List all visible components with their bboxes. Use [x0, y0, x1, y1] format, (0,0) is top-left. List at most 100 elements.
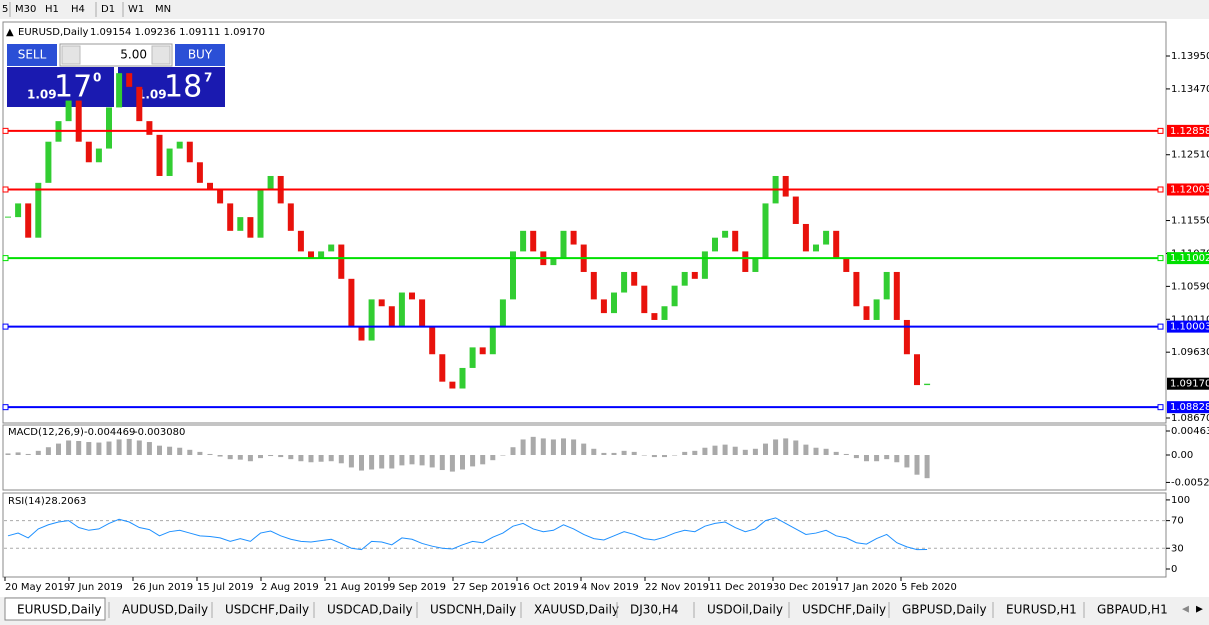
timeframe-button[interactable]: H1 [45, 4, 59, 15]
macd-bar [348, 454, 354, 468]
sell-price-big: 17 [54, 70, 92, 105]
tab[interactable]: USDCNH,Daily [430, 603, 516, 617]
timeframe-button[interactable]: W1 [128, 4, 144, 15]
buy-label[interactable]: BUY [188, 48, 213, 62]
candle [227, 203, 234, 231]
x-tick-label: 15 Jul 2019 [197, 582, 254, 593]
macd-bar [268, 454, 274, 457]
candle [267, 175, 274, 190]
sell-price-box[interactable] [7, 67, 114, 107]
sell-button[interactable] [7, 44, 57, 66]
macd-last: -0.004469 [84, 427, 135, 438]
tab[interactable]: XAUUSD,Daily [534, 603, 619, 617]
macd-bar [298, 454, 304, 462]
candle [752, 258, 759, 272]
tab-scroll-left[interactable]: ◀ [1182, 605, 1189, 615]
macd-bar [500, 454, 506, 456]
candle [570, 230, 577, 245]
macd-bar [773, 439, 779, 455]
candle [903, 319, 910, 355]
level-handle [1157, 186, 1164, 193]
level-label: 1.12003 [1170, 184, 1209, 195]
tab[interactable]: AUDUSD,Daily [122, 603, 208, 617]
candle [358, 326, 365, 341]
macd-bar [247, 454, 253, 462]
symbol: EURUSD,Daily [18, 27, 89, 38]
sell-label[interactable]: SELL [18, 48, 47, 62]
lot-input[interactable] [59, 43, 173, 67]
candle [853, 271, 860, 307]
macd-bar [217, 454, 223, 457]
buy-price-big: 18 [164, 70, 202, 105]
lot-value[interactable]: 5.00 [120, 48, 147, 62]
x-tick-label: 2 Aug 2019 [261, 582, 319, 593]
level-handle [1157, 323, 1164, 330]
tab[interactable]: GBPAUD,H1 [1097, 603, 1168, 617]
macd-bar [742, 449, 748, 455]
candle [651, 313, 658, 320]
level-handle [2, 186, 9, 193]
x-tick-label: 26 Jun 2019 [133, 582, 193, 593]
macd-bar [197, 451, 203, 455]
timeframe-button[interactable]: 5 [2, 4, 8, 15]
candle [196, 162, 203, 183]
candle [712, 237, 718, 252]
lot-down[interactable] [61, 45, 81, 65]
candle [419, 299, 426, 327]
tab[interactable]: USDOil,Daily [707, 603, 783, 617]
tab[interactable]: GBPUSD,Daily [902, 603, 987, 617]
macd-bar [490, 454, 496, 461]
candle [681, 271, 688, 286]
macd-bar [419, 454, 425, 466]
timeframe-button[interactable]: H4 [71, 4, 85, 15]
macd-bar [480, 454, 486, 465]
candle [661, 306, 668, 320]
candle [802, 223, 809, 252]
timeframe-button[interactable]: MN [155, 4, 171, 15]
rsi-last: 28.2063 [45, 496, 86, 507]
buy-price-prefix: 1.09 [137, 88, 167, 102]
candle [328, 244, 335, 252]
tab[interactable]: DJ30,H4 [630, 603, 679, 617]
level-handle [2, 323, 9, 330]
candle [671, 285, 678, 307]
tab[interactable]: USDCHF,Daily [225, 603, 309, 617]
timeframe-button[interactable]: D1 [101, 4, 115, 15]
buy-button[interactable] [175, 44, 225, 66]
rsi-title: RSI(14) [8, 496, 45, 507]
candle [499, 299, 506, 327]
y-tick-label: 0.00 [1171, 450, 1193, 461]
candle [833, 230, 840, 259]
tab[interactable]: USDCAD,Daily [327, 603, 413, 617]
timeframe-button[interactable]: M30 [15, 4, 36, 15]
macd-bar [227, 454, 233, 460]
macd-bar [702, 447, 708, 455]
macd-bar [641, 454, 647, 456]
candle [146, 121, 153, 135]
tab[interactable]: EURUSD,Daily [17, 603, 102, 617]
candle [459, 367, 466, 389]
candle [318, 251, 325, 259]
x-tick-label: 30 Dec 2019 [773, 582, 837, 593]
candle [792, 196, 799, 224]
tab[interactable]: USDCHF,Daily [802, 603, 886, 617]
candle [863, 306, 870, 320]
x-tick-label: 5 Feb 2020 [901, 582, 957, 593]
level-label-box [1167, 401, 1209, 414]
macd-bar [571, 439, 577, 455]
macd-bar [510, 447, 516, 455]
buy-price-box[interactable] [118, 67, 225, 107]
macd-bar [864, 454, 869, 462]
candle [762, 203, 769, 259]
macd-bar [591, 448, 597, 455]
candle [95, 148, 102, 163]
tab-scroll-right[interactable]: ▶ [1196, 605, 1203, 615]
lot-up[interactable] [151, 45, 171, 65]
tab[interactable]: EURUSD,H1 [1006, 603, 1077, 617]
level-label-box [1167, 183, 1209, 196]
candle [631, 271, 638, 286]
candle [308, 251, 314, 259]
macd-bar [540, 438, 546, 455]
candle [45, 141, 52, 183]
